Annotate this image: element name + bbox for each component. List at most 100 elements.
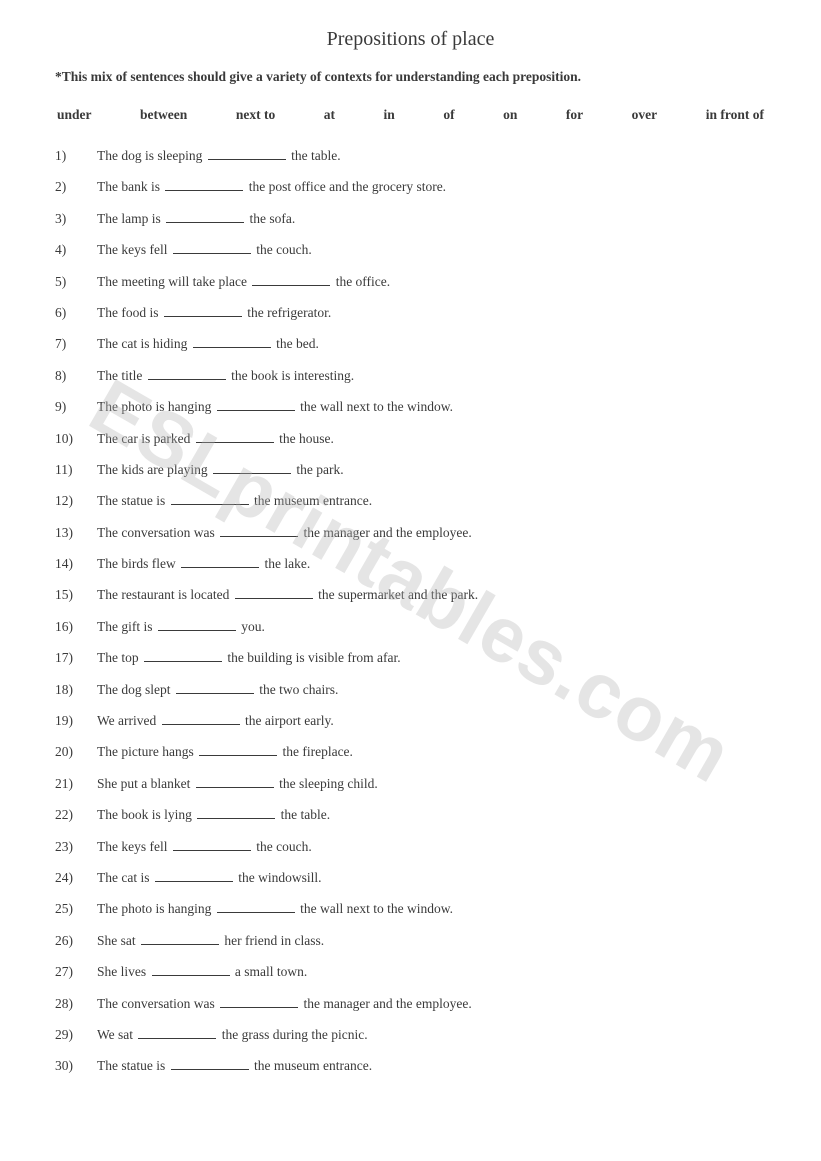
sentence-before: The statue is (97, 1058, 169, 1073)
sentence-after: the airport early. (242, 713, 334, 728)
fill-in-blank[interactable] (176, 682, 254, 694)
question-number: 30) (55, 1057, 97, 1076)
sentence-before: We sat (97, 1027, 136, 1042)
sentence-before: The photo is hanging (97, 901, 215, 916)
fill-in-blank[interactable] (171, 1058, 249, 1070)
sentence-before: The keys fell (97, 242, 171, 257)
question-number: 25) (55, 900, 97, 919)
question-number: 1) (55, 147, 97, 166)
fill-in-blank[interactable] (235, 587, 313, 599)
question-sentence: The bank is the post office and the groc… (97, 178, 766, 197)
fill-in-blank[interactable] (162, 713, 240, 725)
question-item: 19)We arrived the airport early. (55, 712, 766, 731)
page-title: Prepositions of place (55, 28, 766, 51)
sentence-before: The conversation was (97, 996, 218, 1011)
sentence-after: the post office and the grocery store. (245, 179, 446, 194)
question-sentence: The photo is hanging the wall next to th… (97, 398, 766, 417)
question-item: 2)The bank is the post office and the gr… (55, 178, 766, 197)
question-item: 18)The dog slept the two chairs. (55, 681, 766, 700)
question-number: 20) (55, 743, 97, 762)
question-number: 28) (55, 995, 97, 1014)
sentence-after: the manager and the employee. (300, 996, 472, 1011)
question-number: 19) (55, 712, 97, 731)
sentence-after: the wall next to the window. (297, 399, 453, 414)
question-number: 16) (55, 618, 97, 637)
fill-in-blank[interactable] (197, 807, 275, 819)
question-sentence: The keys fell the couch. (97, 241, 766, 260)
fill-in-blank[interactable] (148, 368, 226, 380)
question-number: 3) (55, 210, 97, 229)
sentence-after: the sleeping child. (276, 776, 378, 791)
question-item: 20)The picture hangs the fireplace. (55, 743, 766, 762)
question-number: 8) (55, 367, 97, 386)
question-item: 9)The photo is hanging the wall next to … (55, 398, 766, 417)
question-sentence: The title the book is interesting. (97, 367, 766, 386)
question-number: 23) (55, 838, 97, 857)
fill-in-blank[interactable] (220, 525, 298, 537)
question-number: 4) (55, 241, 97, 260)
sentence-after: the sofa. (246, 211, 295, 226)
sentence-before: She put a blanket (97, 776, 194, 791)
question-sentence: The meeting will take place the office. (97, 273, 766, 292)
fill-in-blank[interactable] (141, 933, 219, 945)
fill-in-blank[interactable] (193, 336, 271, 348)
question-sentence: The conversation was the manager and the… (97, 524, 766, 543)
sentence-after: the office. (332, 274, 390, 289)
fill-in-blank[interactable] (152, 964, 230, 976)
question-sentence: The book is lying the table. (97, 806, 766, 825)
sentence-after: the two chairs. (256, 682, 338, 697)
fill-in-blank[interactable] (252, 274, 330, 286)
question-sentence: The cat is the windowsill. (97, 869, 766, 888)
question-sentence: The picture hangs the fireplace. (97, 743, 766, 762)
question-item: 26)She sat her friend in class. (55, 932, 766, 951)
question-item: 1)The dog is sleeping the table. (55, 147, 766, 166)
question-sentence: She lives a small town. (97, 963, 766, 982)
fill-in-blank[interactable] (173, 242, 251, 254)
question-number: 12) (55, 492, 97, 511)
question-item: 12)The statue is the museum entrance. (55, 492, 766, 511)
sentence-before: The dog is sleeping (97, 148, 206, 163)
fill-in-blank[interactable] (196, 431, 274, 443)
question-sentence: The conversation was the manager and the… (97, 995, 766, 1014)
fill-in-blank[interactable] (213, 462, 291, 474)
fill-in-blank[interactable] (164, 305, 242, 317)
question-item: 22)The book is lying the table. (55, 806, 766, 825)
word-bank-item: next to (236, 107, 275, 123)
fill-in-blank[interactable] (208, 148, 286, 160)
fill-in-blank[interactable] (199, 744, 277, 756)
question-number: 5) (55, 273, 97, 292)
fill-in-blank[interactable] (173, 839, 251, 851)
sentence-before: The cat is hiding (97, 336, 191, 351)
fill-in-blank[interactable] (165, 179, 243, 191)
fill-in-blank[interactable] (166, 211, 244, 223)
fill-in-blank[interactable] (220, 996, 298, 1008)
fill-in-blank[interactable] (181, 556, 259, 568)
fill-in-blank[interactable] (171, 493, 249, 505)
question-item: 13)The conversation was the manager and … (55, 524, 766, 543)
sentence-after: the park. (293, 462, 344, 477)
fill-in-blank[interactable] (217, 399, 295, 411)
fill-in-blank[interactable] (144, 650, 222, 662)
question-number: 13) (55, 524, 97, 543)
question-item: 21)She put a blanket the sleeping child. (55, 775, 766, 794)
sentence-before: The photo is hanging (97, 399, 215, 414)
question-item: 25)The photo is hanging the wall next to… (55, 900, 766, 919)
fill-in-blank[interactable] (217, 901, 295, 913)
question-number: 18) (55, 681, 97, 700)
fill-in-blank[interactable] (138, 1027, 216, 1039)
sentence-before: The gift is (97, 619, 156, 634)
fill-in-blank[interactable] (158, 619, 236, 631)
sentence-before: She lives (97, 964, 150, 979)
word-bank-item: in front of (706, 107, 764, 123)
fill-in-blank[interactable] (155, 870, 233, 882)
question-number: 15) (55, 586, 97, 605)
question-sentence: The statue is the museum entrance. (97, 492, 766, 511)
fill-in-blank[interactable] (196, 776, 274, 788)
question-sentence: The top the building is visible from afa… (97, 649, 766, 668)
sentence-after: the couch. (253, 242, 312, 257)
question-sentence: The photo is hanging the wall next to th… (97, 900, 766, 919)
sentence-after: the couch. (253, 839, 312, 854)
sentence-before: The restaurant is located (97, 587, 233, 602)
sentence-after: the table. (277, 807, 330, 822)
question-sentence: The food is the refrigerator. (97, 304, 766, 323)
